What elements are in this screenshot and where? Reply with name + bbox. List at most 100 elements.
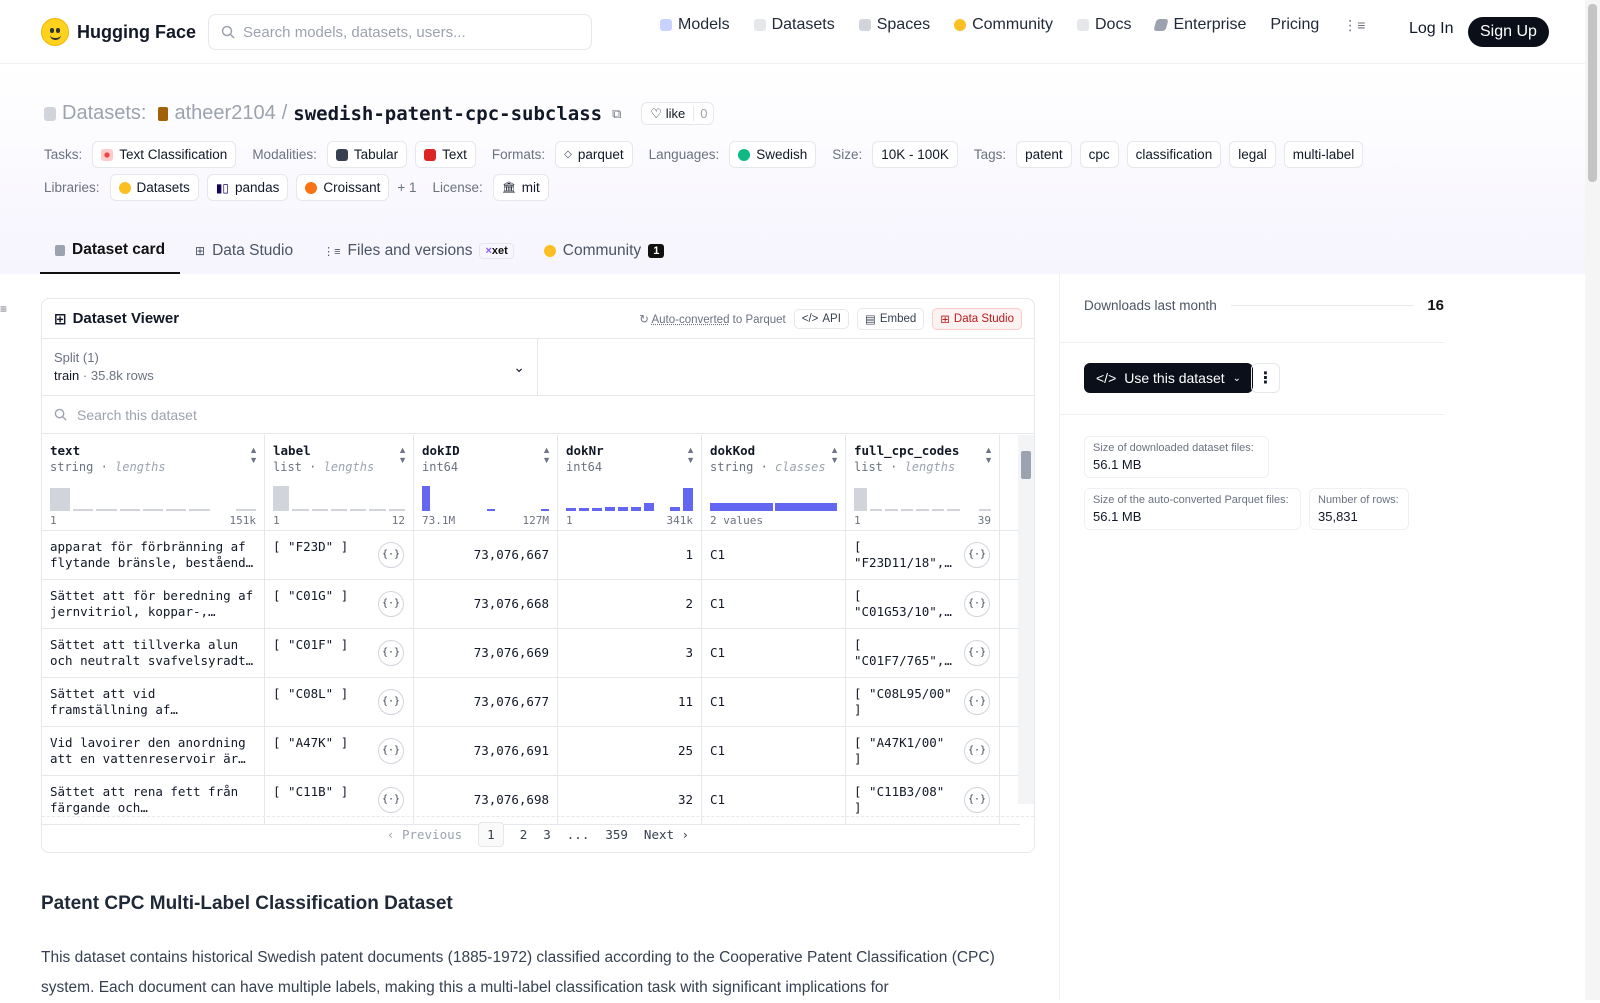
histogram-bar[interactable]	[900, 509, 914, 511]
cell-cpc[interactable]: [ "A47K1/00" ] {·}	[846, 727, 1000, 775]
histogram-bar[interactable]	[273, 486, 290, 511]
tag-classification[interactable]: classification	[1126, 141, 1222, 168]
cell-doknr[interactable]: 25	[558, 727, 702, 775]
tag-cpc[interactable]: cpc	[1079, 141, 1119, 168]
sort-icon[interactable]: ▲ ▼	[984, 445, 993, 465]
page-1[interactable]: 1	[478, 822, 504, 847]
autoconverted-link[interactable]: Auto-converted	[651, 313, 730, 326]
cell-label[interactable]: [ "C01F" ] {·}	[265, 629, 414, 677]
cell-dokid[interactable]: 73,076,677	[414, 678, 558, 726]
cell-dokkod[interactable]: C1	[702, 531, 846, 579]
sort-icon[interactable]: ▲ ▼	[542, 445, 551, 465]
histogram-bar[interactable]	[710, 503, 773, 511]
histogram-bar[interactable]	[854, 487, 867, 511]
json-expand-icon[interactable]: {·}	[964, 689, 990, 715]
tag-task[interactable]: Text Classification	[92, 141, 237, 168]
table-scrollbar[interactable]	[1018, 435, 1034, 804]
histogram-bar[interactable]	[388, 509, 405, 511]
histogram-bar[interactable]	[350, 509, 367, 511]
cell-dokkod[interactable]: C1	[702, 776, 846, 824]
column-header-full-cpc-codes[interactable]: full_cpc_codes list · lengths ▲ ▼ 1 39	[846, 435, 1000, 530]
tag-patent[interactable]: patent	[1016, 141, 1072, 168]
cell-label[interactable]: [ "C11B" ] {·}	[265, 776, 414, 824]
tag-modality-text[interactable]: Text	[415, 141, 476, 168]
column-histogram[interactable]	[566, 485, 693, 511]
cell-doknr[interactable]: 2	[558, 580, 702, 628]
table-row[interactable]: Sättet att för beredning af jernvitriol,…	[42, 580, 1020, 629]
cell-dokkod[interactable]: C1	[702, 727, 846, 775]
histogram-bar[interactable]	[369, 509, 386, 511]
cell-label[interactable]: [ "C01G" ] {·}	[265, 580, 414, 628]
signup-button[interactable]: Sign Up	[1468, 17, 1549, 47]
cell-label[interactable]: [ "A47K" ] {·}	[265, 727, 414, 775]
brand-logo[interactable]: Hugging Face	[41, 18, 196, 46]
nav-pricing[interactable]: Pricing	[1270, 16, 1319, 34]
cell-dokid[interactable]: 73,076,667	[414, 531, 558, 579]
tag-size[interactable]: 10K - 100K	[872, 141, 958, 168]
tag-multi-label[interactable]: multi-label	[1283, 141, 1364, 168]
histogram-bar[interactable]	[541, 509, 549, 511]
page-scroll-thumb[interactable]	[1588, 4, 1597, 182]
like-button[interactable]: ♡ like 0	[641, 102, 715, 125]
cell-dokid[interactable]: 73,076,691	[414, 727, 558, 775]
histogram-bar[interactable]	[96, 508, 117, 511]
data-studio-button[interactable]: ⊞ Data Studio	[932, 307, 1022, 330]
sort-icon[interactable]: ▲ ▼	[686, 445, 695, 465]
nav-enterprise[interactable]: Enterprise	[1153, 16, 1246, 34]
histogram-bar[interactable]	[683, 487, 693, 511]
histogram-bar[interactable]	[330, 509, 348, 511]
json-expand-icon[interactable]: {·}	[964, 640, 990, 666]
table-row[interactable]: Sättet att vid framställning af asfaltma…	[42, 678, 1020, 727]
histogram-bar[interactable]	[50, 487, 71, 511]
embed-button[interactable]: ▤ Embed	[856, 307, 925, 330]
column-header-dokID[interactable]: dokID int64 ▲ ▼ 73.1M 127M	[414, 435, 558, 530]
column-histogram[interactable]	[273, 485, 405, 511]
tag-format[interactable]: ◇ parquet	[555, 141, 633, 168]
histogram-bar[interactable]	[166, 508, 187, 511]
histogram-bar[interactable]	[119, 508, 140, 511]
cell-dokid[interactable]: 73,076,668	[414, 580, 558, 628]
page-3[interactable]: 3	[543, 827, 551, 842]
cell-doknr[interactable]: 32	[558, 776, 702, 824]
json-expand-icon[interactable]: {·}	[964, 542, 990, 568]
table-row[interactable]: Vid lavoirer den anordning att en vatten…	[42, 727, 1020, 776]
tab-community[interactable]: Community 1	[529, 228, 680, 274]
tag-license[interactable]: 🏛 mit	[492, 174, 549, 201]
tag-legal[interactable]: legal	[1229, 141, 1276, 168]
histogram-bar[interactable]	[978, 509, 992, 511]
json-expand-icon[interactable]: {·}	[378, 640, 404, 666]
dataset-search-input[interactable]: Search this dataset	[42, 396, 1034, 434]
nav-more-menu[interactable]: ⋮≡	[1343, 17, 1365, 34]
tag-library-pandas[interactable]: ▮▯ pandas	[206, 174, 289, 201]
column-histogram[interactable]	[50, 485, 256, 511]
table-row[interactable]: Sättet att rena fett från färgande och s…	[42, 776, 1020, 825]
column-histogram[interactable]	[422, 485, 549, 511]
api-button[interactable]: </> API	[793, 308, 849, 329]
login-link[interactable]: Log In	[1409, 20, 1454, 37]
tag-language[interactable]: Swedish	[729, 141, 817, 168]
cell-cpc[interactable]: [ "C11B3/08" ] {·}	[846, 776, 1000, 824]
use-dataset-button[interactable]: </> Use this dataset ⌄	[1084, 363, 1254, 393]
table-row[interactable]: apparat för förbränning af flytande brän…	[42, 531, 1020, 580]
histogram-bar[interactable]	[235, 508, 256, 511]
cell-dokkod[interactable]: C1	[702, 580, 846, 628]
cell-dokkod[interactable]: C1	[702, 678, 846, 726]
cell-dokid[interactable]: 73,076,669	[414, 629, 558, 677]
prev-page-button[interactable]: ‹ Previous	[386, 827, 463, 842]
histogram-bar[interactable]	[566, 508, 576, 511]
histogram-bar[interactable]	[605, 507, 615, 511]
column-header-dokNr[interactable]: dokNr int64 ▲ ▼ 1 341k	[558, 435, 702, 530]
cell-text[interactable]: Sättet att tillverka alun och neutralt s…	[42, 629, 265, 677]
histogram-bar[interactable]	[670, 507, 680, 511]
histogram-bar[interactable]	[916, 509, 929, 511]
cell-label[interactable]: [ "C08L" ] {·}	[265, 678, 414, 726]
histogram-bar[interactable]	[73, 508, 94, 511]
page-last[interactable]: 359	[605, 827, 628, 842]
histogram-bar[interactable]	[885, 509, 898, 511]
nav-spaces[interactable]: Spaces	[858, 16, 930, 34]
json-expand-icon[interactable]: {·}	[378, 689, 404, 715]
json-expand-icon[interactable]: {·}	[964, 738, 990, 764]
histogram-bar[interactable]	[618, 507, 628, 511]
histogram-bar[interactable]	[189, 508, 210, 511]
cell-doknr[interactable]: 1	[558, 531, 702, 579]
